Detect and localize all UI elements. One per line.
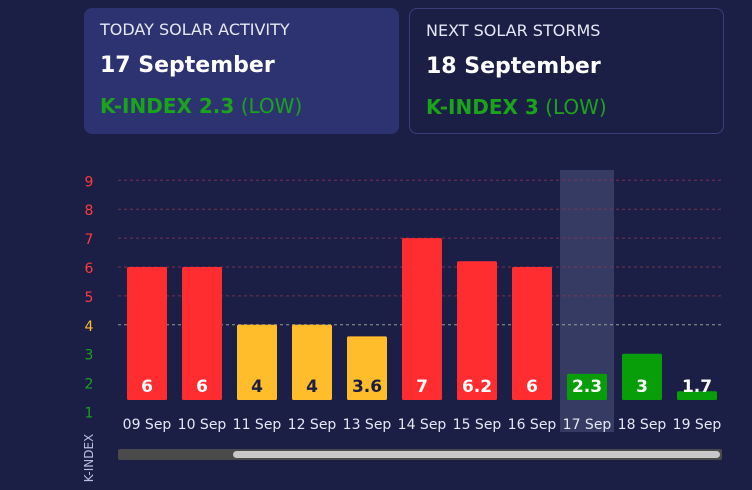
today-activity-card: TODAY SOLAR ACTIVITY 17 September K-INDE… xyxy=(84,8,399,134)
bar-13-sep xyxy=(347,336,387,400)
y-tick-label: 2 xyxy=(85,377,94,393)
next-caption: NEXT SOLAR STORMS xyxy=(426,21,601,40)
bar-11-sep xyxy=(237,324,277,400)
bar-value-label: 6 xyxy=(526,377,538,397)
bar-09-sep xyxy=(127,267,167,400)
y-tick-label: 7 xyxy=(85,232,94,248)
next-date: 18 September xyxy=(426,54,601,79)
bar-value-label: 6.2 xyxy=(462,377,492,397)
y-tick-label: 5 xyxy=(85,290,94,306)
next-k-index: K-INDEX 3 (LOW) xyxy=(426,95,707,119)
bar-12-sep xyxy=(292,324,332,400)
bar-value-label: 6 xyxy=(141,377,153,397)
bar-value-label: 7 xyxy=(416,377,428,397)
bar-value-label: 6 xyxy=(196,377,208,397)
x-tick-label: 09 Sep xyxy=(123,417,172,433)
bar-value-label: 3 xyxy=(636,377,648,397)
bar-value-label: 2.3 xyxy=(572,377,602,397)
bar-16-sep xyxy=(512,267,552,400)
today-k-level: (LOW) xyxy=(240,94,303,118)
y-axis-title: K-INDEX xyxy=(82,434,96,483)
bar-value-label: 3.6 xyxy=(352,377,382,397)
bar-value-label: 1.7 xyxy=(682,377,712,397)
x-tick-label: 16 Sep xyxy=(508,417,557,433)
x-tick-label: 15 Sep xyxy=(453,417,502,433)
y-tick-label: 8 xyxy=(85,203,94,219)
next-storms-card: NEXT SOLAR STORMS 18 September K-INDEX 3… xyxy=(409,8,724,134)
y-tick-label: 3 xyxy=(85,348,94,364)
y-tick-label: 6 xyxy=(85,261,94,277)
x-tick-label: 14 Sep xyxy=(398,417,447,433)
x-tick-label: 19 Sep xyxy=(673,417,722,433)
bar-14-sep xyxy=(402,238,442,400)
today-date: 17 September xyxy=(100,53,275,78)
y-tick-label: 4 xyxy=(85,319,94,335)
bar-value-label: 4 xyxy=(251,377,263,397)
chart-horizontal-scrollbar[interactable] xyxy=(118,449,722,460)
y-tick-label: 9 xyxy=(85,174,94,190)
bar-10-sep xyxy=(182,267,222,400)
x-tick-label: 13 Sep xyxy=(343,417,392,433)
today-caption: TODAY SOLAR ACTIVITY xyxy=(100,20,290,39)
bar-17-sep xyxy=(567,373,607,400)
bar-19-sep xyxy=(677,391,717,400)
x-tick-label: 18 Sep xyxy=(618,417,667,433)
scrollbar-thumb[interactable] xyxy=(232,451,720,458)
x-tick-label: 10 Sep xyxy=(178,417,227,433)
x-tick-label: 17 Sep xyxy=(563,417,612,433)
y-tick-label: 1 xyxy=(85,406,94,422)
x-tick-label: 11 Sep xyxy=(233,417,282,433)
today-k-value: K-INDEX 2.3 xyxy=(100,94,235,118)
bar-15-sep xyxy=(457,261,497,400)
today-k-index: K-INDEX 2.3 (LOW) xyxy=(100,94,383,118)
bar-value-label: 4 xyxy=(306,377,318,397)
next-k-value: K-INDEX 3 xyxy=(426,95,539,119)
next-k-level: (LOW) xyxy=(545,95,607,119)
bar-18-sep xyxy=(622,353,662,400)
x-tick-label: 12 Sep xyxy=(288,417,337,433)
